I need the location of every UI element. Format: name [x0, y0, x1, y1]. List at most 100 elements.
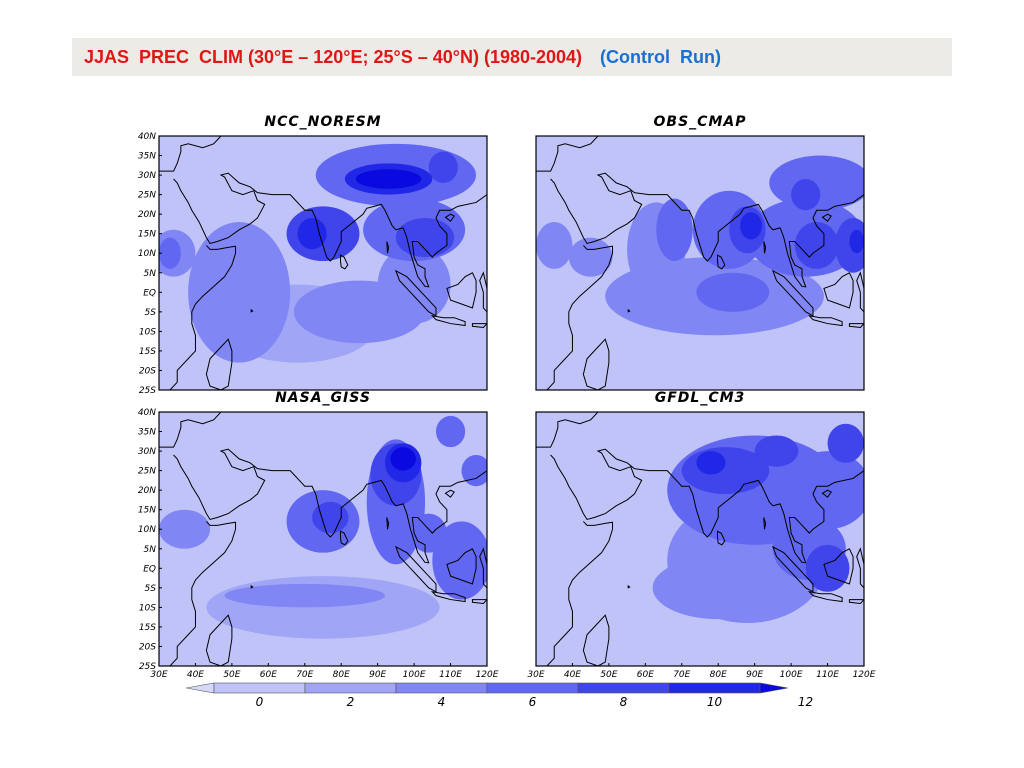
coastline — [550, 448, 864, 564]
colorbar-segment — [486, 682, 579, 694]
precip-contour — [769, 155, 864, 211]
lat-tick-label: 5S — [145, 308, 157, 318]
precip-contour — [395, 218, 455, 258]
island-outline — [771, 269, 814, 317]
precip-contour — [568, 237, 613, 277]
lat-tick-label: 40N — [138, 408, 156, 418]
island-outline — [627, 308, 631, 313]
lon-tick-label: 30E — [527, 670, 544, 680]
precip-contour — [652, 556, 784, 620]
precip-contour — [410, 513, 447, 553]
island-outline — [446, 272, 477, 309]
precip-contour — [188, 221, 291, 363]
island-outline — [848, 599, 864, 605]
panel-frame — [158, 411, 488, 667]
coastline — [546, 521, 614, 666]
precip-contour — [849, 229, 864, 254]
island-outline — [582, 338, 610, 390]
island-outline — [486, 479, 487, 484]
island-outline — [394, 269, 437, 317]
island-outline — [763, 517, 767, 530]
lat-tick-label: 10S — [139, 603, 156, 613]
lon-tick-label: 100E — [403, 670, 426, 680]
island-outline — [394, 545, 437, 593]
island-outline — [856, 271, 864, 313]
lat-tick-label: EQ — [143, 288, 156, 298]
lon-tick-label: 50E — [223, 670, 240, 680]
lon-tick-label: 80E — [333, 670, 350, 680]
lon-tick-label: 70E — [673, 670, 690, 680]
title-main: JJAS PREC CLIM (30°E – 120°E; 25°S – 40°… — [84, 46, 583, 67]
lat-tick-label: 20N — [138, 210, 156, 220]
coastline — [169, 521, 237, 666]
coastline — [550, 172, 864, 288]
island-outline — [716, 530, 726, 546]
precip-contour — [224, 583, 385, 608]
island-outline — [250, 308, 254, 313]
colorbar-segment — [668, 682, 761, 694]
lat-tick-label: 5N — [144, 545, 157, 555]
contour-fill-layer — [159, 143, 477, 363]
lat-tick-label: 5N — [144, 269, 157, 279]
lon-tick-label: 30E — [150, 670, 167, 680]
lat-tick-label: 10N — [138, 525, 156, 535]
lat-tick-label: 15N — [138, 230, 156, 240]
island-outline — [823, 548, 854, 585]
lat-tick-label: 10S — [139, 327, 156, 337]
island-outline — [848, 323, 864, 329]
lon-tick-label: 60E — [637, 670, 654, 680]
map-panel — [158, 411, 488, 667]
lat-tick-label: EQ — [143, 564, 156, 574]
lat-tick-label: 35N — [138, 152, 156, 162]
lon-tick-label: 110E — [816, 670, 839, 680]
colorbar-level-label: 4 — [438, 695, 446, 709]
title-run-label: (Control Run) — [600, 46, 721, 67]
lat-tick-label: 5S — [145, 584, 157, 594]
coastline-layer — [536, 136, 864, 390]
coastline — [536, 412, 599, 448]
lat-tick-label: 25N — [138, 191, 156, 201]
island-outline — [856, 547, 864, 589]
precip-contour — [740, 212, 762, 240]
panel-frame — [535, 135, 865, 391]
lon-tick-label: 40E — [564, 670, 581, 680]
lat-tick-label: 20S — [139, 366, 156, 376]
island-outline — [479, 271, 487, 313]
island-outline — [863, 479, 864, 484]
lon-tick-label: 120E — [476, 670, 499, 680]
precip-contour — [435, 415, 466, 448]
island-outline — [446, 548, 477, 585]
colorbar-segment — [213, 682, 306, 694]
precip-contour — [696, 272, 770, 312]
panel-title: OBS_CMAP — [654, 114, 747, 130]
coastline — [536, 136, 599, 172]
precip-contour — [696, 451, 726, 475]
lat-tick-label: 25S — [139, 662, 156, 672]
lon-tick-label: 110E — [439, 670, 462, 680]
precip-contour — [794, 221, 839, 269]
colorbar-max-triangle — [759, 682, 789, 694]
lat-tick-label: 15N — [138, 506, 156, 516]
island-outline — [471, 599, 487, 605]
map-panel — [535, 135, 865, 391]
lon-tick-label: 90E — [369, 670, 386, 680]
precip-contour — [355, 169, 422, 189]
island-outline — [250, 584, 254, 589]
island-outline — [763, 241, 767, 254]
island-outline — [771, 545, 814, 593]
precip-contour — [461, 454, 487, 487]
island-outline — [486, 203, 487, 208]
lat-tick-label: 10N — [138, 249, 156, 259]
lat-tick-label: 15S — [139, 623, 156, 633]
precip-contour — [312, 501, 349, 534]
lat-tick-label: 30N — [138, 447, 156, 457]
coastline — [546, 245, 614, 390]
panel-title: NASA_GISS — [275, 390, 371, 406]
island-outline — [444, 213, 455, 222]
island-outline — [479, 547, 487, 589]
precip-contour — [783, 451, 864, 530]
coastline-layer — [159, 412, 487, 666]
island-outline — [582, 614, 610, 666]
lon-tick-label: 70E — [296, 670, 313, 680]
coastline — [173, 448, 487, 564]
